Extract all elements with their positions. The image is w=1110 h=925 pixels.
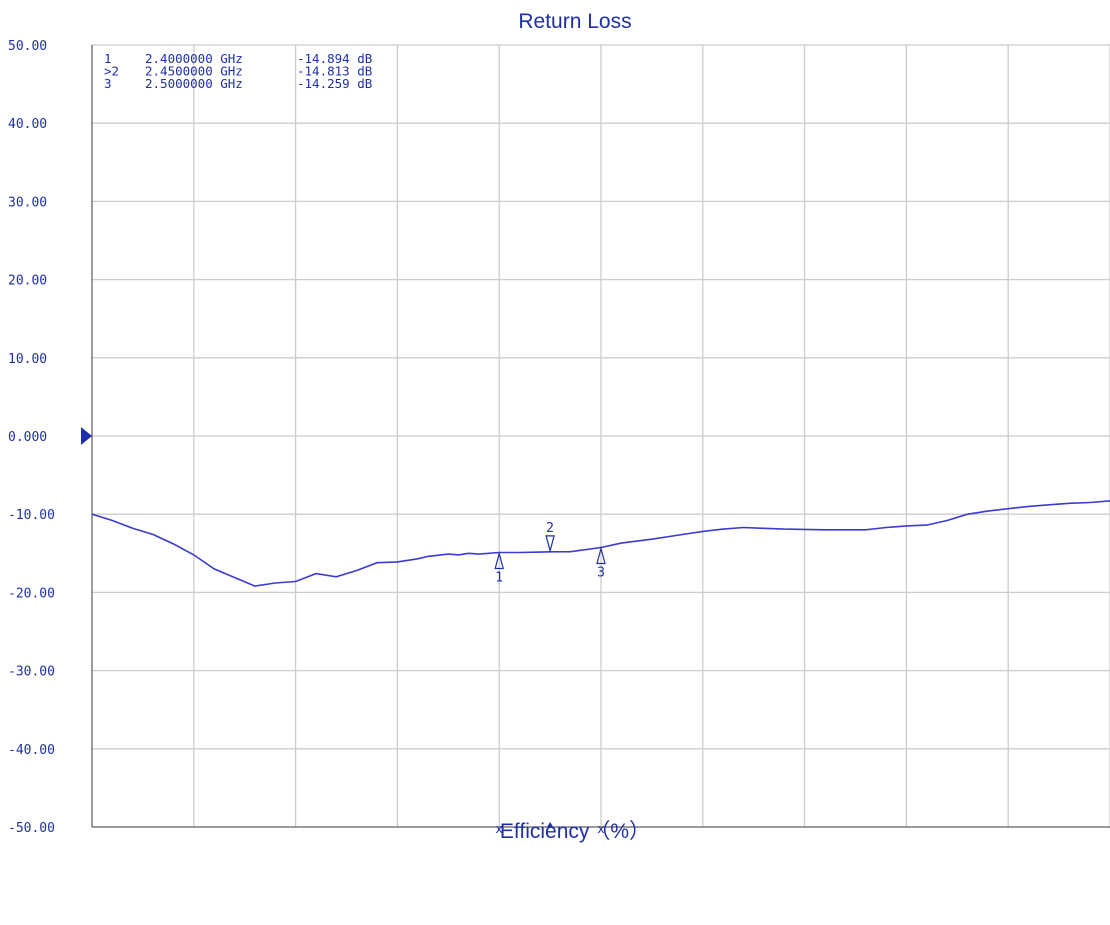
marker-triangle — [494, 551, 504, 570]
y-tick-label: -10.00 — [8, 508, 55, 523]
marker-label: 3 — [597, 566, 605, 581]
y-tick-label: 40.00 — [8, 117, 47, 132]
reference-level-arrow — [81, 427, 92, 445]
marker-readout: 1 2.4000000 GHz -14.894 dB >2 2.4500000 GHz -… — [104, 51, 372, 91]
y-tick-label: -20.00 — [8, 586, 55, 601]
marker-readout-freq: 2.4000000 GHz — [145, 51, 243, 66]
y-tick-label: 10.00 — [8, 352, 47, 367]
marker-readout-num: >2 — [104, 64, 119, 79]
footer-label: Efficiency（%） — [499, 820, 651, 843]
marker-readout-value: -14.894 dB — [297, 51, 372, 66]
markers: 1 x 2 3 x — [494, 521, 606, 836]
marker-axis-indicator: x — [597, 821, 605, 836]
chart-title: Return Loss — [518, 10, 632, 33]
marker-readout-freq: 2.4500000 GHz — [145, 64, 243, 79]
marker-triangle — [545, 535, 555, 554]
y-tick-label: -30.00 — [8, 665, 55, 680]
marker-triangle — [596, 546, 606, 565]
marker-label: 2 — [546, 521, 554, 536]
y-tick-label: 50.00 — [8, 39, 47, 54]
marker-readout-num: 1 — [104, 51, 112, 66]
y-tick-label: 0.000 — [8, 430, 47, 445]
marker-axis-indicator — [547, 822, 554, 827]
y-tick-label: -40.00 — [8, 743, 55, 758]
y-axis-ticks: 50.00 40.00 30.00 20.00 10.00 0.000 -10.00 -20.… — [8, 39, 92, 836]
trace-line — [91, 500, 1110, 587]
marker-readout-value: -14.813 dB — [297, 64, 372, 79]
marker-readout-value: -14.259 dB — [297, 76, 372, 91]
marker-label: 1 — [495, 570, 503, 585]
trace — [91, 500, 1110, 587]
y-tick-label: -50.00 — [8, 821, 55, 836]
y-tick-label: 20.00 — [8, 274, 47, 289]
marker-readout-num: 3 — [104, 76, 112, 91]
grid — [91, 44, 1110, 828]
y-tick-label: 30.00 — [8, 195, 47, 210]
marker-readout-freq: 2.5000000 GHz — [145, 76, 243, 91]
marker-axis-indicator: x — [495, 821, 503, 836]
